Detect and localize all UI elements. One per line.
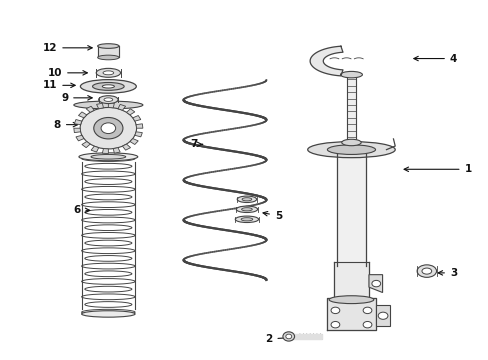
Polygon shape — [78, 112, 86, 118]
Polygon shape — [346, 73, 356, 144]
Text: 5: 5 — [263, 211, 282, 221]
Ellipse shape — [241, 208, 252, 211]
Polygon shape — [333, 262, 368, 301]
Polygon shape — [102, 149, 108, 154]
Text: 2: 2 — [264, 334, 293, 344]
Polygon shape — [336, 152, 366, 266]
Ellipse shape — [102, 85, 114, 88]
Ellipse shape — [92, 82, 124, 90]
Circle shape — [330, 307, 339, 314]
Polygon shape — [326, 298, 375, 330]
Ellipse shape — [285, 334, 291, 339]
Ellipse shape — [91, 154, 125, 159]
Polygon shape — [133, 116, 141, 121]
Polygon shape — [108, 103, 114, 108]
Ellipse shape — [237, 196, 256, 203]
Polygon shape — [290, 334, 322, 339]
Ellipse shape — [74, 101, 142, 109]
Ellipse shape — [236, 206, 257, 212]
Circle shape — [101, 123, 116, 134]
Polygon shape — [126, 109, 135, 115]
Ellipse shape — [241, 218, 252, 221]
Text: 8: 8 — [54, 120, 78, 130]
Ellipse shape — [307, 141, 394, 158]
Ellipse shape — [81, 311, 135, 317]
Circle shape — [363, 321, 371, 328]
Ellipse shape — [79, 153, 138, 161]
Ellipse shape — [80, 80, 136, 93]
Polygon shape — [375, 305, 389, 327]
Ellipse shape — [96, 68, 120, 77]
Polygon shape — [91, 146, 99, 152]
Text: 4: 4 — [413, 54, 456, 64]
Text: 11: 11 — [42, 80, 75, 90]
Text: 3: 3 — [437, 268, 456, 278]
Polygon shape — [74, 120, 81, 125]
Ellipse shape — [340, 71, 362, 78]
Ellipse shape — [103, 71, 114, 75]
Polygon shape — [96, 103, 103, 109]
Ellipse shape — [416, 265, 436, 277]
Ellipse shape — [341, 139, 361, 146]
Ellipse shape — [235, 216, 258, 222]
Text: 6: 6 — [73, 205, 90, 215]
Text: 12: 12 — [42, 43, 92, 53]
Text: 1: 1 — [403, 164, 471, 174]
Polygon shape — [98, 46, 119, 58]
Text: 9: 9 — [61, 93, 92, 103]
Polygon shape — [118, 104, 125, 110]
Polygon shape — [368, 275, 382, 293]
Polygon shape — [309, 46, 342, 76]
Polygon shape — [135, 132, 142, 137]
Polygon shape — [82, 141, 90, 148]
Ellipse shape — [99, 96, 118, 104]
Ellipse shape — [104, 98, 113, 102]
Circle shape — [94, 117, 122, 139]
Ellipse shape — [98, 55, 119, 60]
Text: 10: 10 — [47, 68, 87, 78]
Ellipse shape — [327, 145, 375, 154]
Circle shape — [80, 108, 136, 149]
Circle shape — [371, 280, 380, 287]
Ellipse shape — [328, 296, 373, 303]
Ellipse shape — [283, 332, 294, 341]
Circle shape — [363, 307, 371, 314]
Polygon shape — [130, 139, 138, 144]
Ellipse shape — [242, 198, 251, 201]
Polygon shape — [113, 148, 120, 153]
Polygon shape — [76, 135, 84, 141]
Text: 7: 7 — [189, 139, 203, 149]
Polygon shape — [122, 144, 130, 150]
Circle shape — [330, 321, 339, 328]
Ellipse shape — [98, 44, 119, 48]
Circle shape — [377, 312, 387, 319]
Polygon shape — [136, 124, 142, 128]
Polygon shape — [74, 128, 81, 132]
Ellipse shape — [421, 268, 431, 274]
Polygon shape — [86, 106, 94, 112]
